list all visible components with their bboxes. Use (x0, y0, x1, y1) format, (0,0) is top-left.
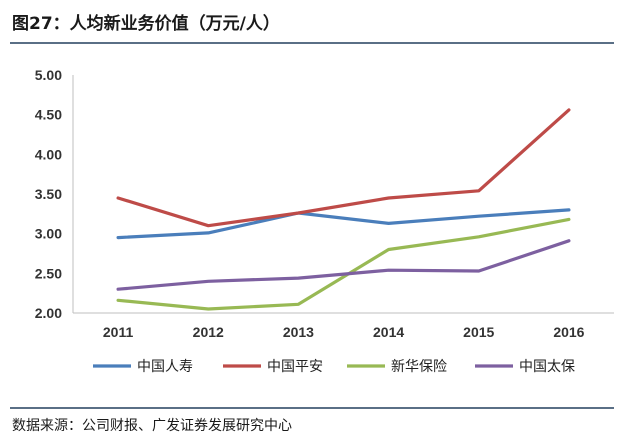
x-tick-label: 2012 (193, 324, 224, 340)
x-tick-label: 2016 (553, 324, 584, 340)
x-tick-label: 2015 (463, 324, 494, 340)
bottom-divider (10, 407, 614, 409)
series-line (116, 108, 571, 228)
series-lines (116, 108, 571, 311)
source-note: 数据来源：公司财报、广发证券发展研究中心 (12, 418, 292, 434)
x-tick-label: 2014 (373, 324, 404, 340)
series-line (116, 208, 571, 240)
y-tick-label: 3.50 (35, 186, 62, 202)
figure-title: 图27：人均新业务价值（万元/人） (12, 14, 280, 34)
series-line (116, 217, 571, 311)
x-tick-label: 2013 (283, 324, 314, 340)
top-divider (10, 42, 614, 44)
legend-label: 中国平安 (267, 359, 323, 375)
y-tick-labels: 2.00 2.50 3.00 3.50 4.00 4.50 5.00 (35, 67, 62, 321)
legend: 中国人寿 中国平安 新华保险 中国太保 (93, 358, 575, 375)
y-tick-label: 4.00 (35, 146, 62, 162)
y-tick-label: 2.00 (35, 305, 62, 321)
x-tick-labels: 2011 2012 2013 2014 2015 2016 (103, 324, 585, 340)
legend-label: 中国人寿 (137, 358, 193, 375)
series-line (116, 239, 571, 291)
y-tick-label: 5.00 (35, 67, 62, 83)
x-tick-label: 2011 (103, 324, 134, 340)
y-tick-label: 2.50 (35, 265, 62, 281)
legend-label: 中国太保 (519, 359, 575, 375)
y-tick-label: 4.50 (35, 107, 62, 123)
legend-label: 新华保险 (391, 359, 447, 375)
y-tick-label: 3.00 (35, 226, 62, 242)
